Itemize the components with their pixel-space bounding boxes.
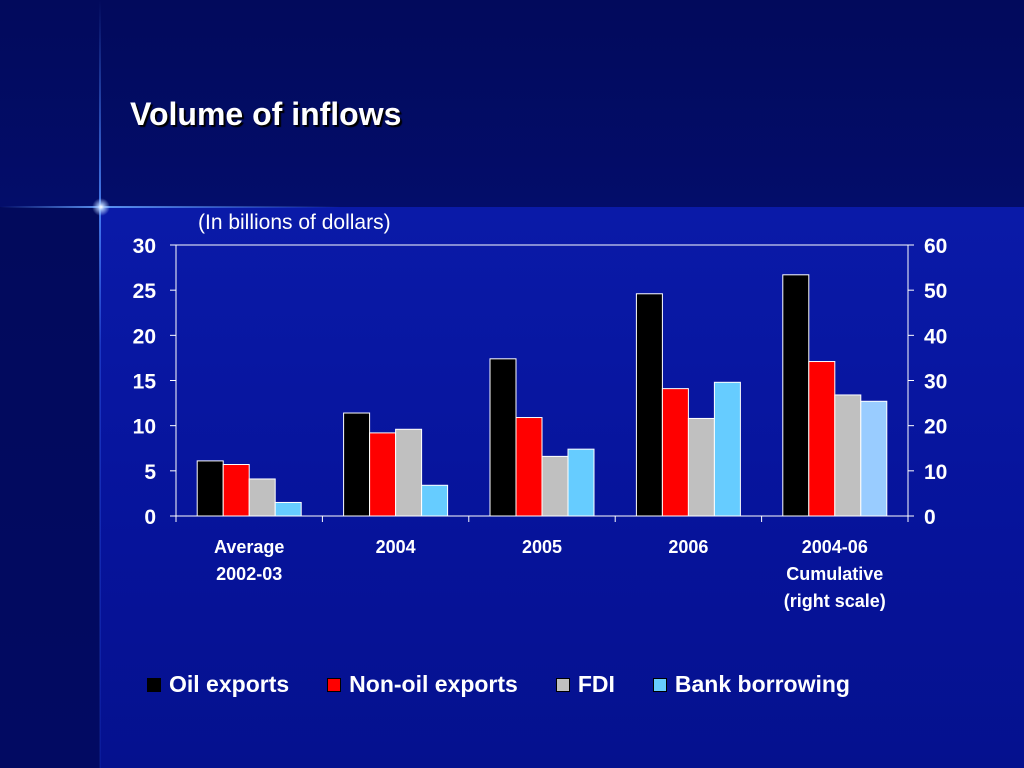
chart-legend: Oil exports Non-oil exports FDI Bank bor… (147, 671, 850, 698)
right-axis-tick-label: 30 (924, 371, 947, 394)
bar-non-oil-exports-2 (515, 417, 543, 517)
legend-item-non-oil-exports: Non-oil exports (327, 671, 518, 698)
bar-bank-borrowing-1 (421, 484, 449, 517)
legend-item-bank-borrowing: Bank borrowing (652, 671, 850, 698)
bar-oil-exports-4 (782, 274, 810, 517)
legend-label-oil-exports: Oil exports (169, 671, 290, 697)
left-axis-tick-label: 25 (133, 280, 157, 303)
x-axis-category-label: 2006 (668, 537, 708, 557)
legend-item-oil-exports: Oil exports (147, 671, 289, 698)
x-axis-category-label: 2002-03 (216, 564, 282, 584)
left-axis-tick-label: 20 (133, 325, 156, 348)
bar-non-oil-exports-3 (661, 388, 689, 517)
left-axis-tick-label: 30 (133, 235, 156, 258)
bar-oil-exports-1 (343, 412, 371, 517)
right-axis-tick-label: 50 (924, 280, 947, 303)
bar-non-oil-exports-4 (808, 361, 836, 517)
legend-label-bank-borrowing: Bank borrowing (674, 671, 850, 697)
sparkle-icon (92, 198, 110, 216)
bar-oil-exports-3 (635, 293, 663, 517)
legend-swatch-oil-exports (147, 677, 161, 692)
legend-label-fdi: FDI (577, 671, 615, 697)
slide-title: Volume of inflows (130, 96, 402, 132)
legend-item-fdi: FDI (555, 671, 615, 698)
x-axis-category-label: 2004-06 (802, 537, 868, 557)
bar-bank-borrowing-3 (713, 381, 741, 517)
right-axis-tick-label: 40 (924, 325, 947, 348)
right-axis-tick-label: 10 (924, 461, 947, 484)
bar-oil-exports-2 (489, 358, 517, 517)
legend-swatch-fdi (555, 677, 570, 692)
bar-non-oil-exports-0 (222, 464, 250, 517)
left-axis-tick-label: 5 (144, 461, 156, 484)
legend-swatch-non-oil-exports (327, 677, 342, 692)
bar-fdi-1 (395, 428, 423, 517)
left-band (0, 207, 100, 768)
x-axis-category-label: (right scale) (784, 591, 886, 611)
x-axis-category-label: Average (214, 537, 284, 557)
legend-label-non-oil-exports: Non-oil exports (349, 671, 518, 697)
unit-note: (In billions of dollars) (198, 211, 391, 234)
bar-fdi-3 (687, 417, 715, 517)
right-axis-tick-label: 20 (924, 416, 947, 439)
left-axis-tick-label: 15 (133, 371, 157, 394)
decorative-horizontal-line (0, 206, 340, 208)
bar-fdi-4 (834, 394, 862, 517)
decorative-vertical-line (99, 0, 101, 768)
bar-fdi-0 (248, 478, 276, 517)
x-axis-category-label: Cumulative (786, 564, 883, 584)
right-axis-tick-label: 0 (924, 506, 936, 529)
bar-oil-exports-0 (196, 460, 224, 517)
bar-bank-borrowing-4 (860, 400, 888, 517)
bar-bank-borrowing-2 (567, 448, 595, 517)
left-axis-tick-label: 10 (133, 416, 156, 439)
bar-bank-borrowing-0 (274, 501, 302, 517)
left-axis-tick-label: 0 (144, 506, 156, 529)
right-axis-tick-label: 60 (924, 235, 947, 258)
bar-fdi-2 (541, 455, 569, 517)
header-band (0, 0, 1024, 207)
x-axis-category-label: 2005 (522, 537, 562, 557)
x-axis-category-label: 2004 (376, 537, 416, 557)
legend-swatch-bank-borrowing (652, 677, 667, 692)
bar-non-oil-exports-1 (369, 432, 397, 517)
